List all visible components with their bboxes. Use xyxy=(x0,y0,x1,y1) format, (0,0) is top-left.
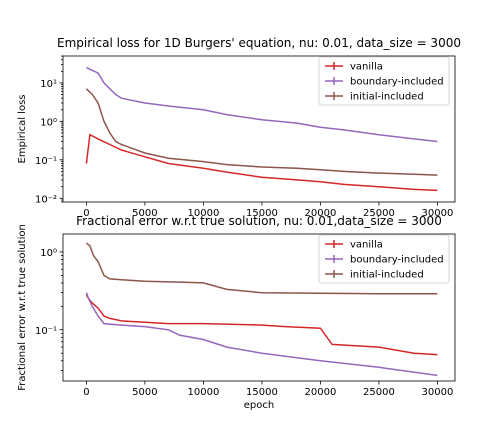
plot-frame xyxy=(62,233,456,382)
x-tick-label: 20000 xyxy=(305,208,337,219)
series-line-initial-included xyxy=(85,88,438,176)
series-line-vanilla xyxy=(85,294,438,356)
x-tick-label: 15000 xyxy=(246,208,278,219)
y-tick-label: 10⁻¹ xyxy=(35,156,57,167)
y-tick-label: 10⁰ xyxy=(40,117,57,128)
x-tick-label: 15000 xyxy=(246,387,278,398)
legend-box xyxy=(318,56,450,106)
legend: vanilla boundary-included initial-included xyxy=(318,234,450,284)
series-line-initial-included xyxy=(85,242,438,295)
y-tick-label: 10⁻¹ xyxy=(35,326,57,337)
y-tick-label: 10⁰ xyxy=(40,248,57,259)
x-tick-label: 10000 xyxy=(188,208,220,219)
plot-frame xyxy=(62,55,456,203)
series-line-vanilla xyxy=(85,133,438,192)
chart-title: Empirical loss for 1D Burgers' equation,… xyxy=(57,36,461,50)
y-axis-label: Empirical loss xyxy=(17,95,28,164)
x-tick-label: 20000 xyxy=(305,387,337,398)
legend: vanilla boundary-included initial-included xyxy=(318,56,450,106)
legend-label: boundary-included xyxy=(350,255,444,266)
loss-chart: Empirical loss for 1D Burgers' equation,… xyxy=(17,36,461,219)
x-tick-label: 5000 xyxy=(132,387,157,398)
legend-label: vanilla xyxy=(350,62,383,73)
x-tick-label: 25000 xyxy=(363,208,395,219)
y-tick-label: 10⁻² xyxy=(35,194,57,205)
x-tick-label: 30000 xyxy=(422,387,454,398)
legend-label: initial-included xyxy=(350,92,424,103)
y-tick-label: 10¹ xyxy=(40,79,57,90)
series-line-boundary-included xyxy=(86,66,438,143)
x-axis-label: epoch xyxy=(244,400,274,411)
x-tick-label: 5000 xyxy=(132,208,157,219)
y-axis-label: Fractional error w.r.t true solution xyxy=(17,224,28,391)
x-tick-label: 25000 xyxy=(363,387,395,398)
legend-label: boundary-included xyxy=(350,77,444,88)
legend-box xyxy=(318,234,450,284)
chart-title: Fractional error w.r.t true solution, nu… xyxy=(76,214,442,228)
legend-label: initial-included xyxy=(350,270,424,281)
x-tick-label: 0 xyxy=(83,387,89,398)
x-tick-label: 30000 xyxy=(422,208,454,219)
series-line-boundary-included xyxy=(85,292,438,377)
error-chart: Fractional error w.r.t true solution, nu… xyxy=(17,214,456,411)
legend-label: vanilla xyxy=(350,240,383,251)
x-tick-label: 0 xyxy=(83,208,89,219)
x-tick-label: 10000 xyxy=(188,387,220,398)
